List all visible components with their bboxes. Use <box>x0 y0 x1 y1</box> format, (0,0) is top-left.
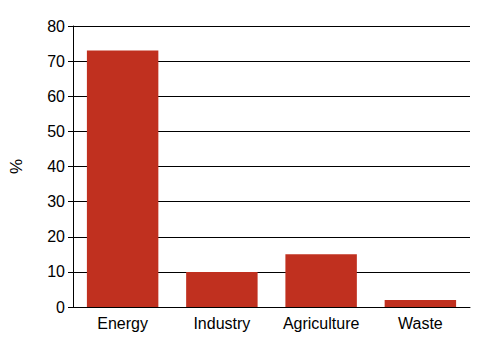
svg-text:20: 20 <box>47 228 65 245</box>
svg-text:%: % <box>7 159 26 174</box>
svg-text:70: 70 <box>47 53 65 70</box>
svg-text:Energy: Energy <box>97 315 148 332</box>
svg-text:40: 40 <box>47 158 65 175</box>
svg-text:Waste: Waste <box>398 315 443 332</box>
svg-text:60: 60 <box>47 88 65 105</box>
svg-text:Agriculture: Agriculture <box>283 315 360 332</box>
svg-text:0: 0 <box>56 299 65 316</box>
svg-text:10: 10 <box>47 263 65 280</box>
svg-text:50: 50 <box>47 123 65 140</box>
svg-text:Industry: Industry <box>193 315 250 332</box>
svg-text:30: 30 <box>47 193 65 210</box>
svg-text:80: 80 <box>47 18 65 35</box>
